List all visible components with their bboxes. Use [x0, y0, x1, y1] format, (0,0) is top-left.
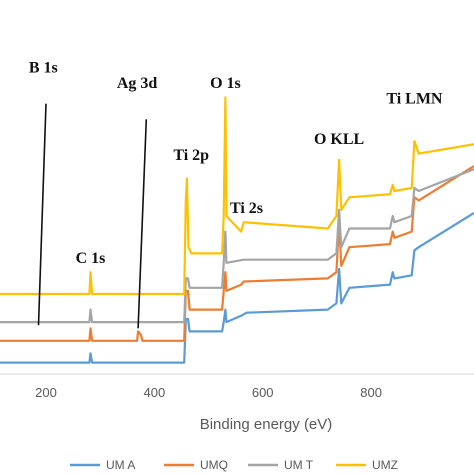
peak-label-o-kll: O KLL	[314, 131, 364, 148]
x-tick-label: 600	[252, 385, 274, 400]
series-line-umq	[0, 165, 474, 342]
legend-label: UM T	[284, 458, 314, 472]
series-line-umz	[0, 96, 474, 296]
series-lines	[0, 96, 474, 364]
peak-label-ag-3d: Ag 3d	[117, 75, 158, 92]
x-tick-label: 800	[360, 385, 382, 400]
legend-label: UM A	[106, 458, 135, 472]
peak-label-c-1s: C 1s	[76, 250, 106, 267]
peak-label-ti-2s: Ti 2s	[230, 200, 263, 217]
x-axis-label: Binding energy (eV)	[200, 416, 333, 433]
series-line-um-t	[0, 168, 474, 324]
legend-label: UMQ	[200, 458, 228, 472]
annotation-leader-lines	[37, 103, 148, 329]
x-tick-label: 400	[144, 385, 166, 400]
peak-label-ti-2p: Ti 2p	[173, 147, 209, 164]
leader-line-0	[37, 103, 47, 326]
x-tick-labels: 200 400 600 800	[35, 385, 382, 400]
leader-line-1	[137, 119, 148, 329]
peak-label-b-1s: B 1s	[29, 60, 58, 77]
legend-label: UMZ	[372, 458, 398, 472]
legend: UM A UMQ UM T UMZ	[70, 458, 398, 472]
peak-label-o-1s: O 1s	[210, 75, 241, 92]
x-tick-label: 200	[35, 385, 57, 400]
peak-annotations: B 1s Ag 3d O 1s Ti 2p Ti 2s C 1s O KLL Ti LMN	[29, 60, 443, 267]
peak-label-ti-lmn: Ti LMN	[386, 91, 443, 108]
series-line-um-a	[0, 211, 474, 364]
